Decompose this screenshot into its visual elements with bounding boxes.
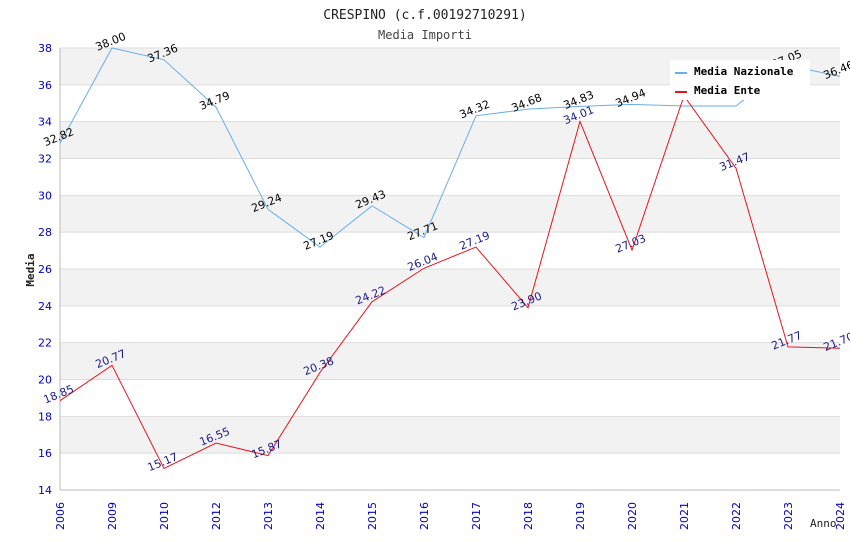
data-label: 34.94 <box>614 86 648 110</box>
x-tick-label: 2020 <box>626 502 639 530</box>
y-tick-label: 20 <box>38 374 52 387</box>
grid-band <box>60 269 840 306</box>
data-label: 27.03 <box>614 232 648 256</box>
grid-band <box>60 342 840 380</box>
y-tick-label: 32 <box>38 153 52 166</box>
x-tick-label: 2006 <box>54 502 67 530</box>
y-tick-label: 14 <box>38 484 52 497</box>
y-tick-label: 38 <box>38 42 52 55</box>
y-tick-label: 28 <box>38 226 52 239</box>
x-tick-label: 2019 <box>574 502 587 530</box>
gridlines <box>60 47 840 491</box>
x-tick-label: 2012 <box>210 502 223 530</box>
grid-band <box>60 121 840 159</box>
x-tick-label: 2013 <box>262 502 275 530</box>
data-label: 34.79 <box>198 89 232 113</box>
x-axis-label: Anno <box>810 517 837 530</box>
x-tick-label: 2017 <box>470 502 483 530</box>
legend-label-media-nazionale: Media Nazionale <box>694 65 794 78</box>
x-tick-label: 2021 <box>678 502 691 530</box>
legend-box <box>670 60 810 100</box>
y-tick-label: 18 <box>38 410 52 423</box>
chart-title: CRESPINO (c.f.00192710291) <box>323 8 527 23</box>
legend-label-media-ente: Media Ente <box>694 84 761 97</box>
y-tick-label: 26 <box>38 263 52 276</box>
y-tick-label: 16 <box>38 447 52 460</box>
legend: Media Nazionale Media Ente <box>670 60 810 100</box>
x-tick-label: 2016 <box>418 502 431 530</box>
chart-subtitle: Media Importi <box>378 28 472 42</box>
x-tick-label: 2023 <box>782 502 795 530</box>
y-tick-label: 24 <box>38 300 52 313</box>
grid-band <box>60 195 840 233</box>
data-label: 15.17 <box>146 450 180 474</box>
x-tick-labels: 2006 2009 2010 2012 2013 2014 2015 2016 2017 2018… <box>54 502 847 530</box>
x-tick-label: 2015 <box>366 502 379 530</box>
x-tick-label: 2024 <box>834 502 847 530</box>
x-tick-label: 2018 <box>522 502 535 530</box>
y-tick-label: 30 <box>38 189 52 202</box>
grid-bands <box>60 48 840 454</box>
x-tick-label: 2010 <box>158 502 171 530</box>
x-tick-label: 2009 <box>106 502 119 530</box>
y-tick-labels: 14 16 18 20 22 24 26 28 30 32 34 36 38 <box>38 42 52 497</box>
data-label: 34.68 <box>510 91 544 115</box>
y-tick-label: 34 <box>38 116 52 129</box>
series-line-media-ente <box>59 94 841 470</box>
x-tick-label: 2014 <box>314 502 327 530</box>
grid-band <box>60 416 840 454</box>
series-line-media-nazionale <box>59 47 841 248</box>
x-tick-label: 2022 <box>730 502 743 530</box>
y-tick-label: 36 <box>38 79 52 92</box>
series-lines <box>59 47 841 470</box>
y-tick-label: 22 <box>38 337 52 350</box>
y-axis-label: Media <box>24 253 37 286</box>
